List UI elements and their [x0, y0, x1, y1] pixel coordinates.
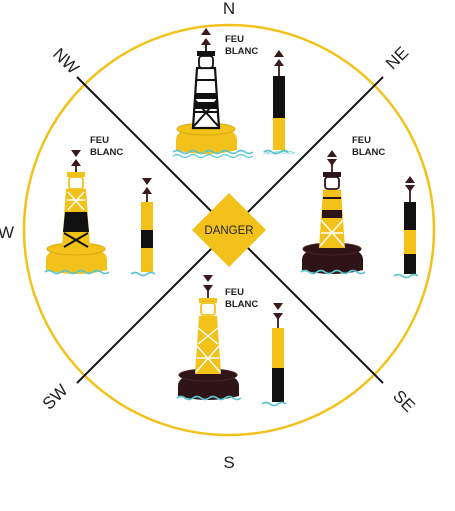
east-spar-buoy [393, 176, 419, 279]
west-light-buoy [44, 150, 110, 275]
east-buoy-group: FEU BLANC [300, 135, 419, 279]
west-light-label-2: BLANC [90, 147, 123, 158]
north-light-buoy [172, 28, 254, 159]
dir-nw: NW [49, 44, 82, 77]
west-buoy-group: FEU BLANC [44, 135, 156, 277]
east-light-buoy [300, 150, 366, 275]
north-light-label-2: BLANC [225, 46, 258, 57]
danger-label: DANGER [204, 225, 253, 237]
danger-marker: DANGER [192, 193, 266, 267]
south-light-buoy [176, 275, 242, 401]
north-spar-buoy [262, 50, 296, 155]
west-light-label-1: FEU [90, 135, 109, 146]
west-spar-buoy [130, 178, 156, 277]
north-light-label-1: FEU [225, 34, 244, 45]
dir-n: N [223, 0, 235, 18]
south-buoy-group: FEU BLANC [176, 275, 287, 407]
dir-s: S [223, 453, 234, 472]
south-light-label-1: FEU [225, 287, 244, 298]
dir-se: SE [389, 386, 418, 415]
east-light-label-2: BLANC [352, 147, 385, 158]
south-light-label-2: BLANC [225, 299, 258, 310]
south-spar-buoy [261, 303, 287, 407]
east-light-label-1: FEU [352, 135, 371, 146]
compass-circle [22, 23, 436, 437]
dir-sw: SW [39, 381, 72, 414]
north-buoy-group: FEU BLANC [172, 28, 296, 159]
dir-w: W [0, 223, 14, 242]
dir-ne: NE [382, 43, 412, 73]
